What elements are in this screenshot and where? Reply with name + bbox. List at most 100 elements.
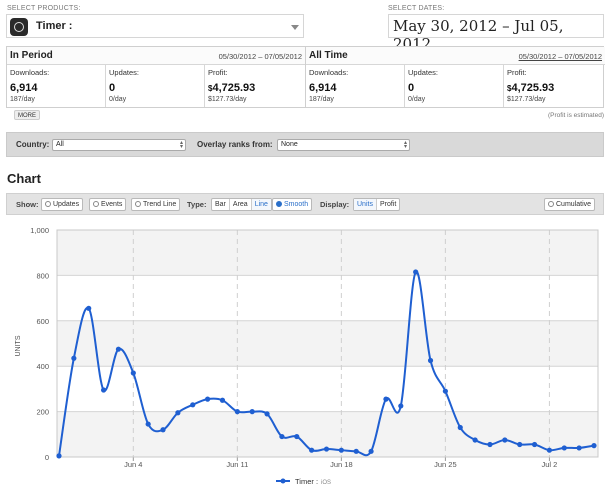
data-point[interactable] xyxy=(309,447,315,453)
radio-icon xyxy=(93,201,99,207)
legend-dot-icon xyxy=(280,478,286,484)
smooth-toggle[interactable]: Smooth xyxy=(272,198,313,211)
y-tick-label: 1,000 xyxy=(30,226,49,235)
data-point[interactable] xyxy=(86,305,92,311)
data-point[interactable] xyxy=(130,370,136,376)
data-point[interactable] xyxy=(472,437,478,443)
x-tick-label: Jun 18 xyxy=(330,460,353,469)
data-point[interactable] xyxy=(353,448,359,454)
show-trend-line-toggle[interactable]: Trend Line xyxy=(131,198,181,211)
all-time-section: All Time 05/30/2012 – 07/05/2012 Downloa… xyxy=(306,47,605,107)
data-point[interactable] xyxy=(531,441,538,448)
data-point[interactable] xyxy=(442,388,448,394)
data-point[interactable] xyxy=(71,355,77,361)
all-time-profit: Profit: $4,725.93 $127.73/day xyxy=(504,65,603,107)
data-point[interactable] xyxy=(338,447,344,453)
data-point[interactable] xyxy=(175,410,181,416)
data-point[interactable] xyxy=(56,453,62,459)
radio-icon xyxy=(45,201,51,207)
updown-icon: ▴ ▾ xyxy=(403,140,407,150)
data-point[interactable] xyxy=(249,409,255,415)
data-point[interactable] xyxy=(561,445,567,451)
in-period-downloads: Downloads: 6,914 187/day xyxy=(7,65,106,107)
data-point[interactable] xyxy=(413,269,419,275)
chevron-down-icon[interactable] xyxy=(291,25,299,30)
downloads-label: Downloads: xyxy=(10,68,50,77)
data-point[interactable] xyxy=(383,396,389,402)
data-point[interactable] xyxy=(368,448,374,454)
data-point[interactable] xyxy=(591,443,597,449)
updown-icon: ▴ ▾ xyxy=(179,140,183,150)
data-point[interactable] xyxy=(457,424,463,431)
legend-platform: iOS xyxy=(321,480,331,486)
chart-type-segmented: Bar Area Line xyxy=(211,198,272,211)
downloads-value: 6,914 xyxy=(309,82,337,94)
profit-estimate-note: (Profit is estimated) xyxy=(548,112,604,119)
country-select[interactable]: All ▴ ▾ xyxy=(52,139,186,151)
data-point[interactable] xyxy=(234,409,240,415)
data-point[interactable] xyxy=(487,441,493,448)
data-point[interactable] xyxy=(398,403,404,409)
date-range-picker[interactable]: May 30, 2012 – Jul 05, 2012 xyxy=(388,14,604,53)
legend-separator: : xyxy=(316,477,318,486)
downloads-value: 6,914 xyxy=(10,82,38,94)
show-trend-line-label: Trend Line xyxy=(143,201,177,208)
radio-icon xyxy=(548,201,554,207)
updates-label: Updates: xyxy=(408,68,439,77)
updates-value: 0 xyxy=(109,82,116,94)
show-label: Show: xyxy=(16,200,39,209)
data-point[interactable] xyxy=(219,397,226,403)
data-point[interactable] xyxy=(160,427,166,433)
y-axis-label: UNITS xyxy=(15,335,22,356)
downloads-rate: 187/day xyxy=(309,96,334,103)
data-point[interactable] xyxy=(264,411,270,417)
more-button[interactable]: MORE xyxy=(14,110,40,120)
all-time-updates: Updates: 0 0/day xyxy=(405,65,504,107)
legend-series-name: Timer xyxy=(295,477,314,486)
data-point[interactable] xyxy=(546,447,553,453)
cumulative-toggle[interactable]: Cumulative xyxy=(544,198,596,211)
x-tick-label: Jun 25 xyxy=(434,460,457,469)
downloads-rate: 187/day xyxy=(10,96,35,103)
product-select[interactable]: Timer : xyxy=(6,14,304,38)
data-point[interactable] xyxy=(279,433,285,440)
filter-bar: Country: All ▴ ▾ Overlay ranks from: None… xyxy=(6,132,604,157)
data-point[interactable] xyxy=(115,346,122,352)
show-events-label: Events xyxy=(101,201,123,208)
type-bar-button[interactable]: Bar xyxy=(212,199,230,210)
type-line-button[interactable]: Line xyxy=(251,199,271,210)
data-point[interactable] xyxy=(517,441,523,448)
profit-label: Profit: xyxy=(507,68,527,77)
data-point[interactable] xyxy=(323,446,330,452)
in-period-updates: Updates: 0 0/day xyxy=(106,65,205,107)
show-updates-toggle[interactable]: Updates xyxy=(41,198,84,211)
data-point[interactable] xyxy=(205,396,211,402)
chart-legend[interactable]: Timer : iOS xyxy=(276,477,331,486)
overlay-ranks-select[interactable]: None ▴ ▾ xyxy=(277,139,410,151)
data-point[interactable] xyxy=(576,445,582,451)
profit-rate: $127.73/day xyxy=(507,96,546,103)
profit-amount: 4,725.93 xyxy=(511,82,555,94)
updates-label: Updates: xyxy=(109,68,140,77)
display-label: Display: xyxy=(320,200,350,209)
all-time-title: All Time xyxy=(309,50,348,61)
data-point[interactable] xyxy=(190,402,196,408)
y-tick-label: 200 xyxy=(36,408,49,417)
data-point[interactable] xyxy=(294,433,300,440)
products-label: SELECT PRODUCTS: xyxy=(7,5,81,12)
data-point[interactable] xyxy=(100,387,107,393)
profit-value: $4,725.93 xyxy=(507,82,554,94)
display-units-button[interactable]: Units xyxy=(354,199,377,210)
data-point[interactable] xyxy=(502,437,508,443)
updates-value: 0 xyxy=(408,82,415,94)
updates-rate: 0/day xyxy=(408,96,426,103)
y-tick-label: 0 xyxy=(45,453,49,462)
show-events-toggle[interactable]: Events xyxy=(89,198,127,211)
type-area-button[interactable]: Area xyxy=(230,199,252,210)
data-point[interactable] xyxy=(145,421,151,427)
data-point[interactable] xyxy=(427,357,434,364)
in-period-title: In Period xyxy=(10,50,53,61)
profit-value: $4,725.93 xyxy=(208,82,255,94)
display-profit-button[interactable]: Profit xyxy=(379,201,397,208)
y-tick-label: 800 xyxy=(36,271,49,280)
